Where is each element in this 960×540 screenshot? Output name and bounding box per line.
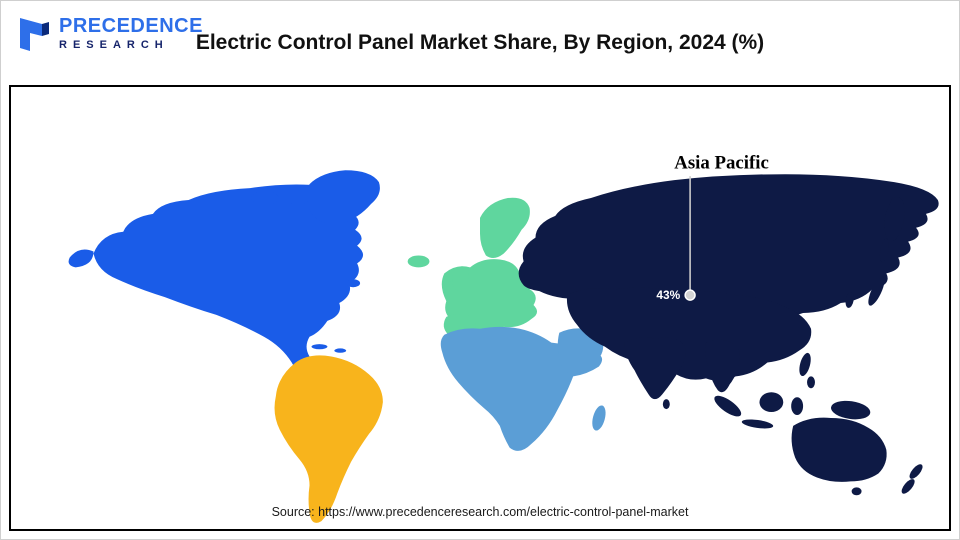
- arctic-island: [251, 191, 279, 205]
- japan: [868, 276, 885, 306]
- greenland: [306, 170, 380, 225]
- sri-lanka: [662, 399, 670, 410]
- united-kingdom: [452, 266, 469, 291]
- australia: [791, 417, 887, 482]
- borneo: [759, 392, 784, 413]
- sumatra: [714, 395, 742, 417]
- new-zealand-north: [909, 464, 923, 479]
- new-guinea: [830, 400, 871, 420]
- logo-text: PRECEDENCE RESEARCH: [59, 16, 203, 52]
- asia-pacific-value: 43%: [656, 288, 680, 302]
- chart-frame: Asia Pacific 43% Source: https://www.pre…: [9, 85, 951, 531]
- newfoundland: [346, 279, 361, 288]
- alaska-tip: [68, 249, 94, 268]
- region-south-america: [274, 355, 383, 523]
- caribbean-island: [311, 344, 328, 350]
- madagascar: [592, 405, 606, 431]
- scandinavia: [480, 197, 530, 259]
- precedence-logo: PRECEDENCE RESEARCH: [17, 14, 203, 54]
- sakhalin: [879, 238, 889, 263]
- sulawesi: [791, 397, 804, 416]
- southeast-asia: [705, 339, 740, 393]
- asia-pacific-marker: [684, 289, 696, 301]
- region-middle-east-africa: [440, 326, 606, 451]
- region-north-america: [68, 170, 380, 372]
- philippines-south: [807, 376, 815, 389]
- caribbean-island: [334, 348, 347, 353]
- logo-line1: PRECEDENCE: [59, 15, 203, 38]
- new-zealand-south: [901, 479, 915, 494]
- java: [741, 419, 774, 429]
- korea: [845, 292, 854, 308]
- region-asia-pacific: [518, 174, 939, 496]
- kamchatka: [884, 197, 905, 242]
- precedence-logo-icon: [20, 18, 49, 51]
- iceland: [407, 255, 430, 268]
- page-title: Electric Control Panel Market Share, By …: [195, 31, 765, 54]
- arctic-island: [287, 201, 308, 214]
- ireland: [442, 276, 451, 287]
- asia-pacific-label: Asia Pacific: [674, 152, 769, 173]
- arabian-peninsula: [557, 328, 604, 375]
- philippines: [799, 352, 811, 377]
- russia: [518, 174, 939, 321]
- region-europe: [407, 197, 538, 338]
- world-map: Asia Pacific 43%: [68, 152, 939, 523]
- asia-pacific-annotation: Asia Pacific 43%: [656, 152, 768, 302]
- tasmania: [851, 487, 862, 496]
- header: PRECEDENCE RESEARCH Electric Control Pan…: [1, 1, 959, 85]
- source-text: Source: https://www.precedenceresearch.c…: [271, 505, 689, 519]
- logo-line2: RESEARCH: [59, 39, 169, 52]
- india: [624, 337, 686, 400]
